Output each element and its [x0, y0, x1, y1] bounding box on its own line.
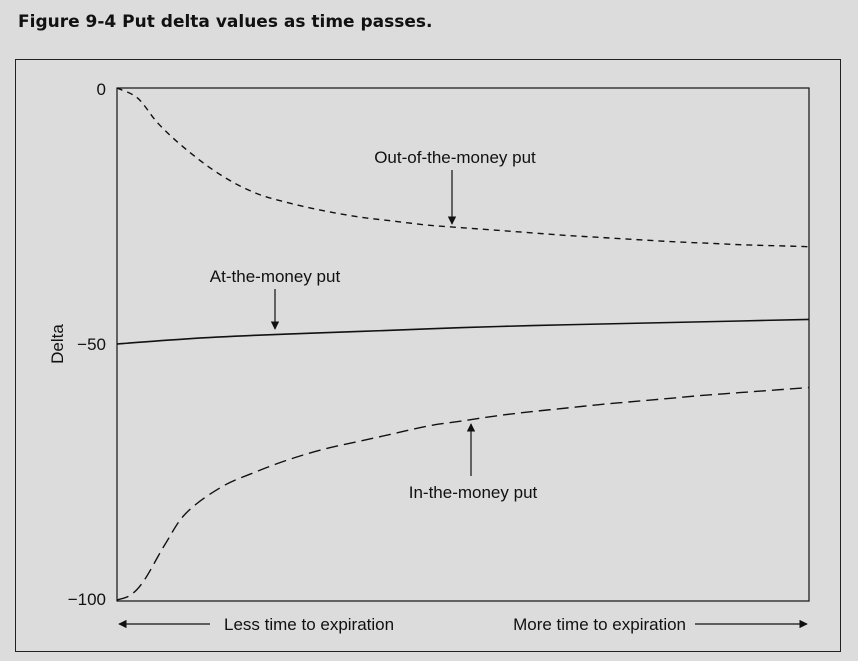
- more-time-label: More time to expiration: [513, 615, 686, 634]
- y-axis-label: Delta: [48, 324, 67, 364]
- annotation-label-1: Out-of-the-money put: [374, 148, 536, 167]
- figure-frame: [15, 59, 841, 652]
- less-time-label: Less time to expiration: [224, 615, 394, 634]
- series-line-1: [116, 87, 810, 248]
- series-line-2: [116, 318, 810, 345]
- annotation-label-3: In-the-money put: [409, 483, 538, 502]
- y-tick-0: 0: [97, 80, 106, 99]
- y-tick-minus-100: −100: [68, 590, 106, 609]
- plot-area: [116, 87, 810, 602]
- figure-title: Figure 9-4 Put delta values as time pass…: [18, 12, 433, 32]
- y-tick-minus-50: −50: [77, 335, 106, 354]
- annotation-label-2: At-the-money put: [210, 267, 341, 286]
